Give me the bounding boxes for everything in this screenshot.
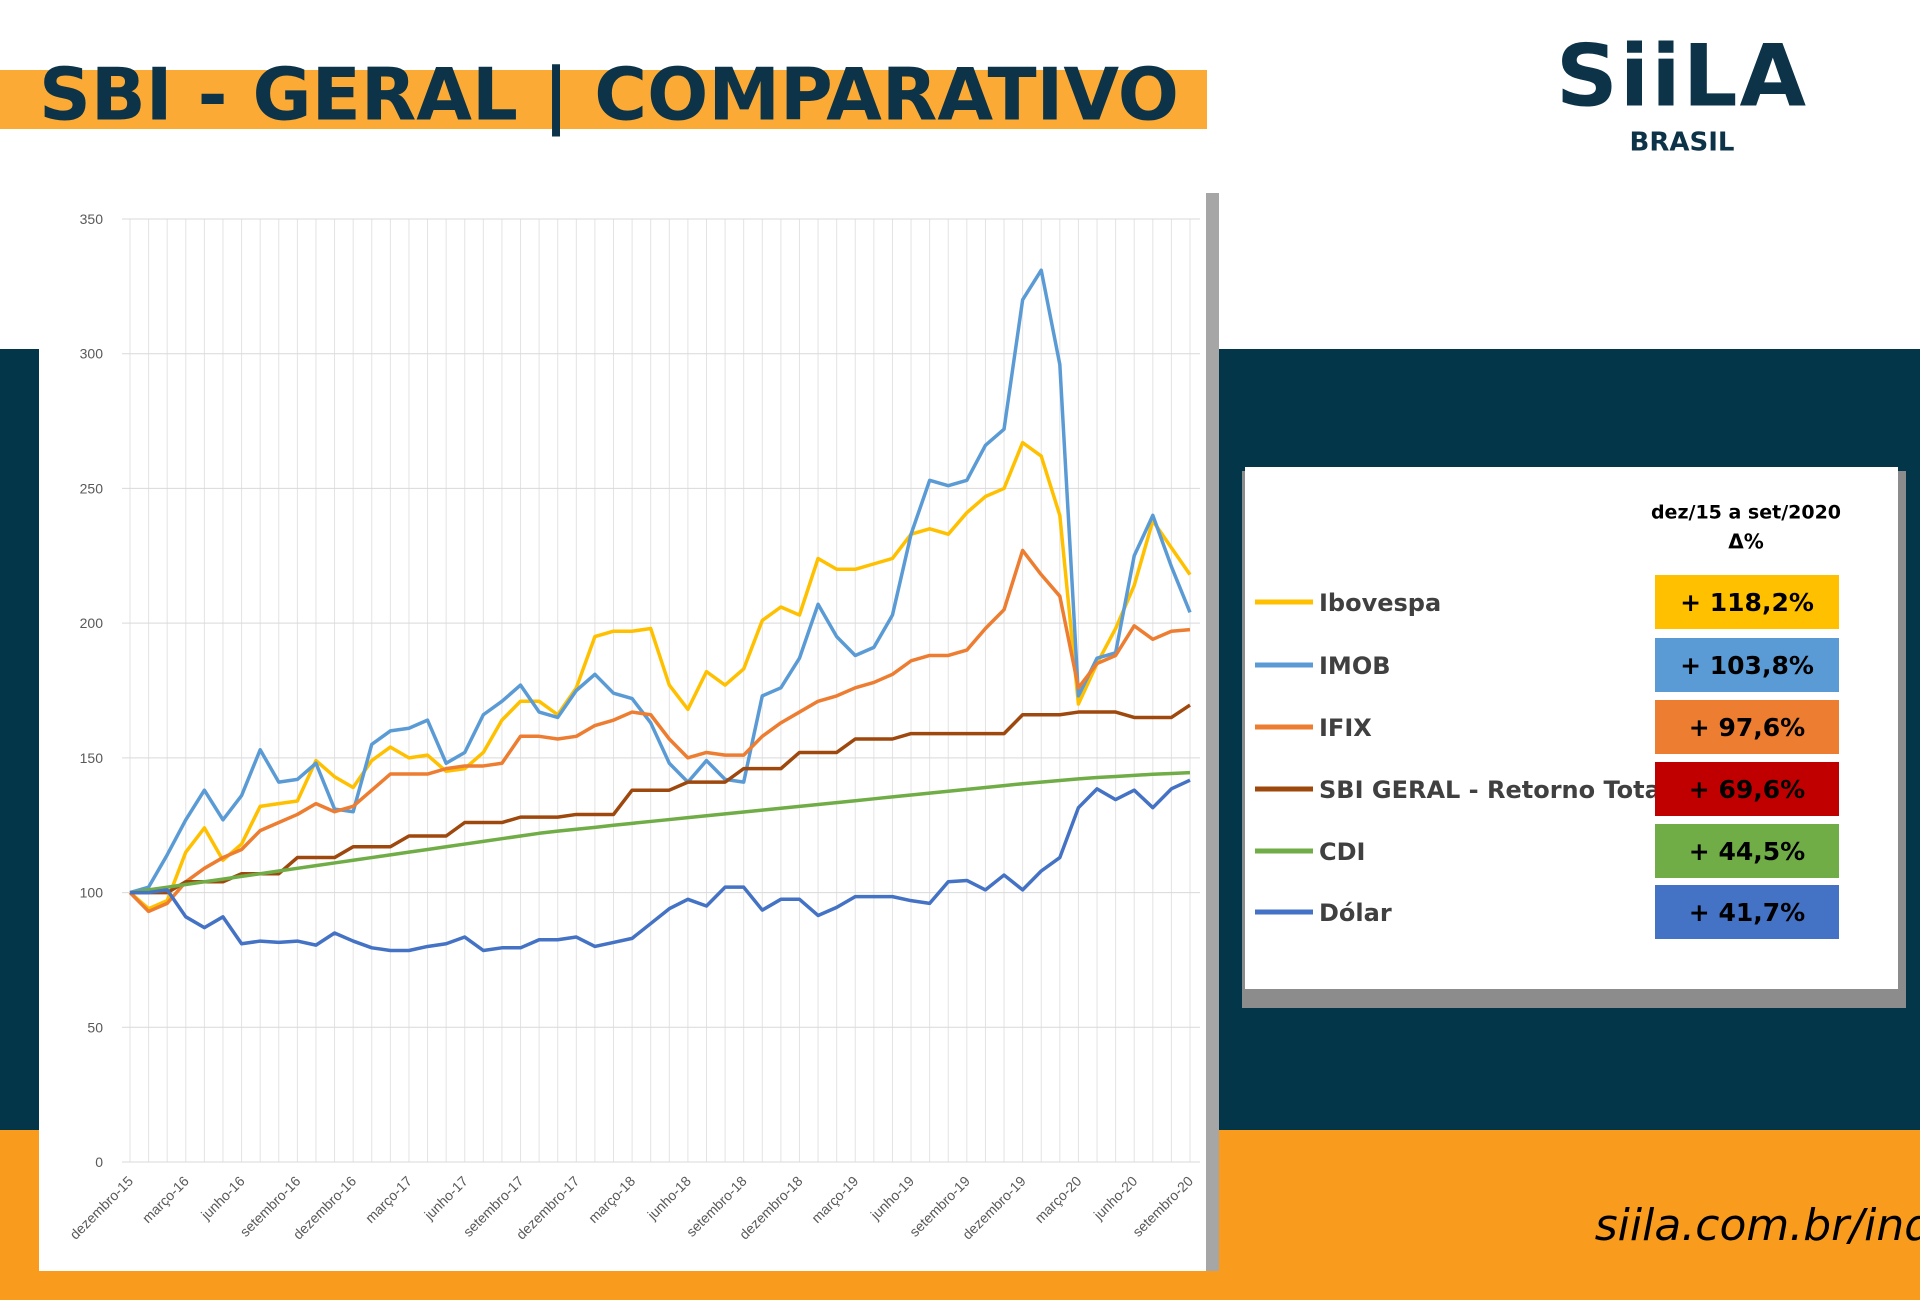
title-bar <box>0 70 1207 129</box>
summary-box <box>1655 638 1839 692</box>
summary-box <box>1655 575 1839 629</box>
summary-box <box>1655 824 1839 878</box>
summary-box <box>1655 885 1839 939</box>
summary-period: dez/15 a set/2020 <box>1651 502 1841 524</box>
y-tick-label: 50 <box>87 1019 103 1035</box>
y-tick-label: 150 <box>80 750 104 766</box>
y-tick-label: 200 <box>80 615 104 631</box>
legend-label: Dólar <box>1319 899 1392 927</box>
footer-url: siila.com.br/index <box>1595 1200 1920 1251</box>
summary-label: + 44,5% <box>1689 837 1805 866</box>
y-tick-label: 300 <box>80 346 104 362</box>
legend-label: CDI <box>1319 838 1365 866</box>
summary-label: + 41,7% <box>1689 898 1805 927</box>
series-line <box>129 770 1191 895</box>
y-tick-label: 0 <box>95 1154 103 1170</box>
series-line <box>130 703 1191 895</box>
legend-label: SBI GERAL - Retorno Total <box>1319 776 1669 804</box>
legend-label: IMOB <box>1319 652 1391 680</box>
summary-box <box>1655 762 1839 816</box>
y-tick-label: 250 <box>80 480 104 496</box>
series-line <box>130 778 1191 953</box>
chart-panel <box>39 193 1206 1271</box>
legend-label: IFIX <box>1319 714 1372 742</box>
summary-label: + 69,6% <box>1689 775 1805 804</box>
y-tick-label: 100 <box>80 885 104 901</box>
summary-label: + 118,2% <box>1680 588 1814 617</box>
summary-measure: Δ% <box>1728 530 1764 554</box>
logo-sub: BRASIL <box>1630 128 1735 158</box>
page-title: SBI - GERAL | COMPARATIVO <box>39 53 1179 138</box>
summary-label: + 103,8% <box>1680 651 1814 680</box>
y-tick-label: 350 <box>80 211 104 227</box>
legend-label: Ibovespa <box>1319 589 1441 617</box>
series-line <box>129 268 1192 895</box>
panel-shadow <box>1206 193 1219 1271</box>
summary-label: + 97,6% <box>1689 713 1805 742</box>
series-line <box>128 440 1192 911</box>
series-line <box>128 548 1191 914</box>
summary-box <box>1655 700 1839 754</box>
logo: SiiLA <box>1556 26 1808 126</box>
